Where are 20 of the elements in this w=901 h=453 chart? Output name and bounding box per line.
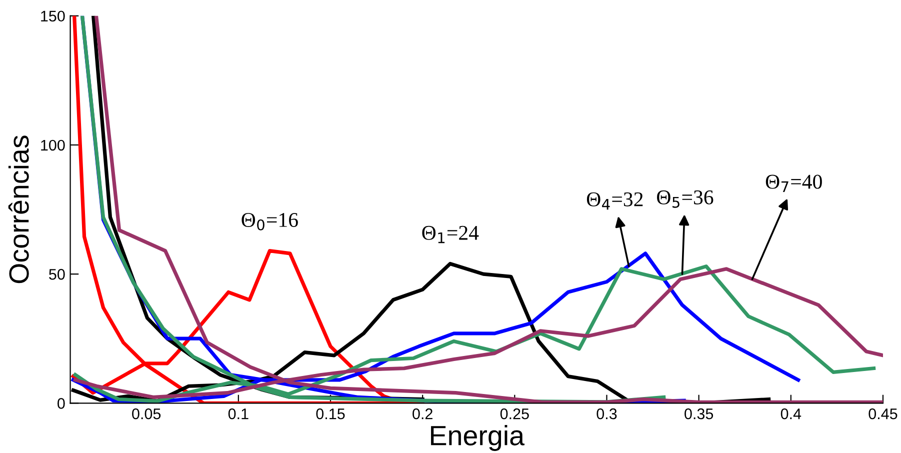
y-tick-label: 100 [41,140,65,151]
x-axis-title: Energia [431,425,524,451]
annotation: Θ$_{5}$=36 [657,190,714,208]
annotation: Θ$_{7}$=40 [766,174,822,192]
y-tick-label: 150 [41,10,65,22]
x-tick-label: 0.15 [316,408,345,420]
annotation: Θ$_{1}$=24 [422,226,479,244]
x-tick-label: 0.1 [228,408,248,420]
x-tick-label: 0.25 [500,408,529,420]
y-axis-title: Ocorrências [8,136,29,284]
y-tick-label: 0 [58,398,65,409]
x-tick-label: 0.3 [596,408,617,420]
y-tick-label: 50 [49,268,65,280]
x-tick-label: 0.4 [780,408,802,420]
x-tick-label: 0.05 [132,408,161,420]
x-tick-label: 0.45 [868,408,898,420]
x-tick-label: 0.2 [412,408,432,420]
annotation: Θ$_{4}$=32 [586,192,643,210]
annotation: Θ$_{0}$=16 [242,212,298,230]
x-tick-label: 0.35 [684,408,714,420]
